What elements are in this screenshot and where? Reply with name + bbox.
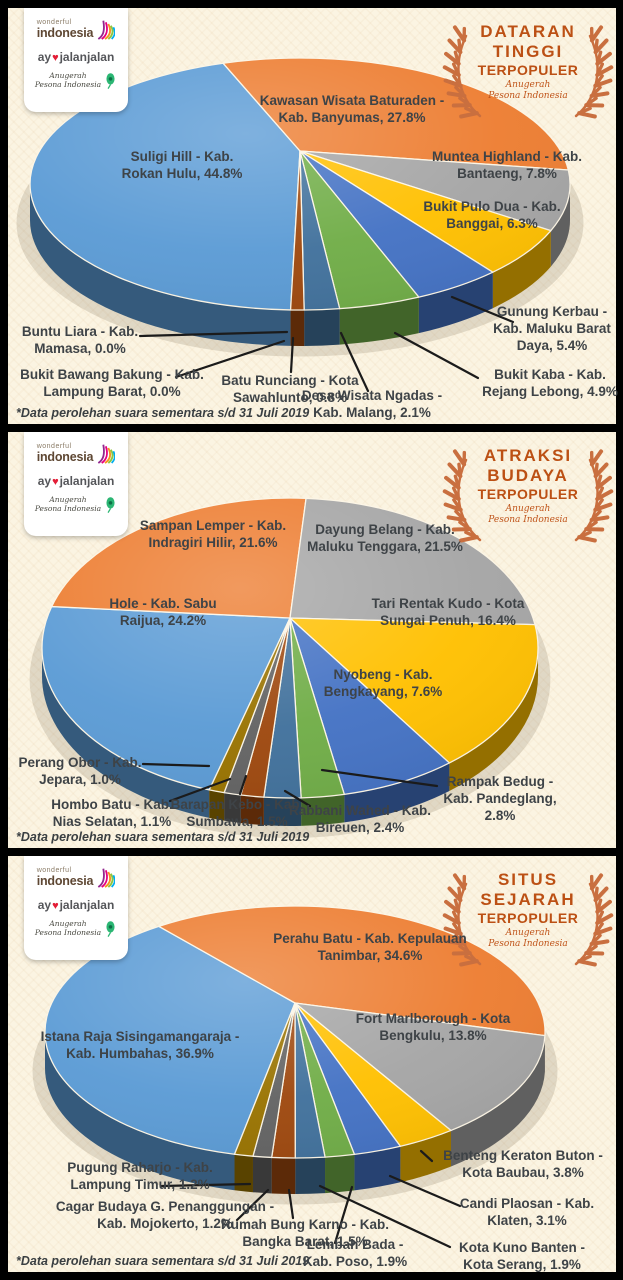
award-badge: ATRAKSI BUDAYA TERPOPULER Anugerah Pesona… — [442, 436, 614, 546]
slice-label: Cagar Budaya G. Penanggungan - Kab. Mojo… — [55, 1199, 275, 1231]
api-line1: Anugerah — [49, 71, 87, 80]
api-line2: Pesona Indonesia — [34, 80, 102, 89]
slice-label: Benteng Keraton Buton - Kota Baubau, 3.8… — [443, 1148, 603, 1180]
wonderful-indonesia-bird-icon — [98, 444, 116, 464]
footnote: *Data perolehan suara sementara s/d 31 J… — [16, 830, 310, 844]
badge-title-line1: DATARAN — [480, 22, 576, 41]
slice-label: Perang Obor - Kab. Jepara, 1.0% — [18, 755, 142, 787]
slice-label: Tari Rentak Kudo - Kota Sungai Penuh, 16… — [371, 596, 525, 628]
badge-title-line2: SEJARAH — [480, 889, 576, 909]
jalanjalan-text: jalanjalan — [59, 474, 115, 488]
wonderful-indonesia-bird-icon — [98, 868, 116, 888]
slice-label: Dayung Belang - Kab. Maluku Tenggara, 21… — [307, 522, 463, 554]
slice-label: Gunung Kerbau - Kab. Maluku Barat Daya, … — [493, 304, 611, 353]
indonesia-label: indonesia — [36, 873, 94, 888]
slice-label: Sampan Lemper - Kab. Indragiri Hilir, 21… — [139, 518, 287, 550]
badge-subtitle-line1: Anugerah — [505, 80, 551, 91]
laurel-wreath-icon — [442, 873, 614, 967]
slice-label: Istana Raja Sisingamangaraja - Kab. Humb… — [40, 1029, 240, 1061]
anugerah-pesona-indonesia-logo: Anugerah Pesona Indonesia — [24, 495, 128, 513]
slice-label: Rumah Bung Karno - Kab. Bangka Barat, 1.… — [221, 1217, 389, 1249]
slice-label: Perahu Batu - Kab. Kepulauan Tanimbar, 3… — [273, 931, 467, 963]
wonderful-indonesia-bird-icon — [98, 20, 116, 40]
api-line1: Anugerah — [49, 919, 87, 928]
slice-label: Hole - Kab. Sabu Raijua, 24.2% — [109, 596, 217, 628]
badge-subtitle: Anugerah Pesona Indonesia — [442, 928, 614, 950]
badge-subtitle-line2: Pesona Indonesia — [488, 938, 568, 949]
slice-label: Candi Plaosan - Kab. Klaten, 3.1% — [459, 1196, 595, 1228]
api-line1: Anugerah — [49, 495, 87, 504]
slice-label: Bukit Pulo Dua - Kab. Banggai, 6.3% — [423, 199, 561, 231]
slice-label: Rabbani Wahed - Kab. Bireuen, 2.4% — [288, 803, 431, 835]
slice-label: Pugung Raharjo - Kab. Lampung Timur, 1.2… — [67, 1160, 213, 1192]
api-line2: Pesona Indonesia — [34, 504, 102, 513]
slice-label: Rampak Bedug - Kab. Pandeglang, 2.8% — [443, 774, 557, 823]
badge-subtitle-line1: Anugerah — [505, 504, 551, 515]
ayo-text: ay — [37, 50, 52, 64]
slice-label: Hombo Batu - Kab. Nias Selatan, 1.1% — [51, 797, 173, 829]
slice-label: Nyobeng - Kab. Bengkayang, 7.6% — [323, 667, 443, 699]
footnote: *Data perolehan suara sementara s/d 31 J… — [16, 1254, 310, 1268]
slice-label: Bukit Bawang Bakung - Kab. Lampung Barat… — [20, 367, 204, 399]
api-line2: Pesona Indonesia — [34, 928, 102, 937]
badge-subtitle: Anugerah Pesona Indonesia — [442, 504, 614, 526]
heart-icon: ♥ — [52, 476, 59, 488]
slice-label: Barapan Kebo - Kab. Sumbawa, 1.5% — [170, 797, 304, 829]
laurel-wreath-icon — [442, 449, 614, 543]
ayo-text: ay — [37, 474, 52, 488]
badge-title-line1: SITUS — [497, 870, 559, 889]
wonderful-label: wonderful — [36, 18, 72, 26]
peacock-feather-icon — [106, 72, 115, 89]
jalanjalan-text: jalanjalan — [59, 898, 115, 912]
slice-label: Suligi Hill - Kab. Rokan Hulu, 44.8% — [121, 149, 243, 181]
ayo-text: ay — [37, 898, 52, 912]
badge-title-line3: TERPOPULER — [477, 486, 579, 503]
badge-title-line2: BUDAYA — [487, 465, 569, 485]
badge-subtitle: Anugerah Pesona Indonesia — [442, 80, 614, 102]
slice-label: Buntu Liara - Kab. Mamasa, 0.0% — [21, 324, 139, 356]
indonesia-label: indonesia — [36, 449, 94, 464]
wonderful-label: wonderful — [36, 442, 72, 450]
wonderful-label: wonderful — [36, 866, 72, 874]
slice-label: Batu Runciang - Kota Sawahlunto, 0.8% — [221, 373, 359, 405]
laurel-wreath-icon — [442, 25, 614, 119]
badge-subtitle-line1: Anugerah — [505, 928, 551, 939]
slice-label: Bukit Kaba - Kab. Rejang Lebong, 4.9% — [482, 367, 618, 399]
logo-card: wonderful indonesia ay♥jalanjalan Anuger… — [24, 432, 128, 536]
badge-title-line3: TERPOPULER — [477, 62, 579, 79]
anugerah-pesona-indonesia-logo: Anugerah Pesona Indonesia — [24, 71, 128, 89]
peacock-feather-icon — [106, 496, 115, 513]
award-badge: SITUS SEJARAH TERPOPULER Anugerah Pesona … — [442, 860, 614, 970]
badge-subtitle-line2: Pesona Indonesia — [488, 514, 568, 525]
footnote: *Data perolehan suara sementara s/d 31 J… — [16, 406, 310, 420]
slice-label: Lembah Bada - Kab. Poso, 1.9% — [302, 1237, 408, 1269]
indonesia-label: indonesia — [36, 25, 94, 40]
peacock-feather-icon — [106, 920, 115, 937]
anugerah-pesona-indonesia-logo: Anugerah Pesona Indonesia — [24, 919, 128, 937]
badge-title-line1: ATRAKSI — [483, 446, 573, 465]
ayo-jalanjalan-logo: ay♥jalanjalan — [24, 899, 128, 912]
heart-icon: ♥ — [52, 52, 59, 64]
badge-title-line3: TERPOPULER — [477, 910, 579, 927]
heart-icon: ♥ — [52, 900, 59, 912]
slice-label: Kawasan Wisata Baturaden - Kab. Banyumas… — [259, 93, 445, 125]
slice-label: Muntea Highland - Kab. Bantaeng, 7.8% — [432, 149, 582, 181]
logo-card: wonderful indonesia ay♥jalanjalan Anuger… — [24, 856, 128, 960]
wonderful-indonesia-logo: wonderful indonesia — [24, 862, 128, 892]
slice-label: Kota Kuno Banten - Kota Serang, 1.9% — [459, 1240, 585, 1272]
logo-card: wonderful indonesia ay♥jalanjalan Anuger… — [24, 8, 128, 112]
award-badge: DATARAN TINGGI TERPOPULER Anugerah Pesona… — [442, 12, 614, 122]
slice-label: Desa Wisata Ngadas - Kab. Malang, 2.1% — [301, 388, 443, 420]
jalanjalan-text: jalanjalan — [59, 50, 115, 64]
ayo-jalanjalan-logo: ay♥jalanjalan — [24, 51, 128, 64]
ayo-jalanjalan-logo: ay♥jalanjalan — [24, 475, 128, 488]
slice-label: Fort Marlborough - Kota Bengkulu, 13.8% — [355, 1011, 511, 1043]
wonderful-indonesia-logo: wonderful indonesia — [24, 438, 128, 468]
badge-subtitle-line2: Pesona Indonesia — [488, 90, 568, 101]
wonderful-indonesia-logo: wonderful indonesia — [24, 14, 128, 44]
badge-title-line2: TINGGI — [492, 41, 564, 61]
